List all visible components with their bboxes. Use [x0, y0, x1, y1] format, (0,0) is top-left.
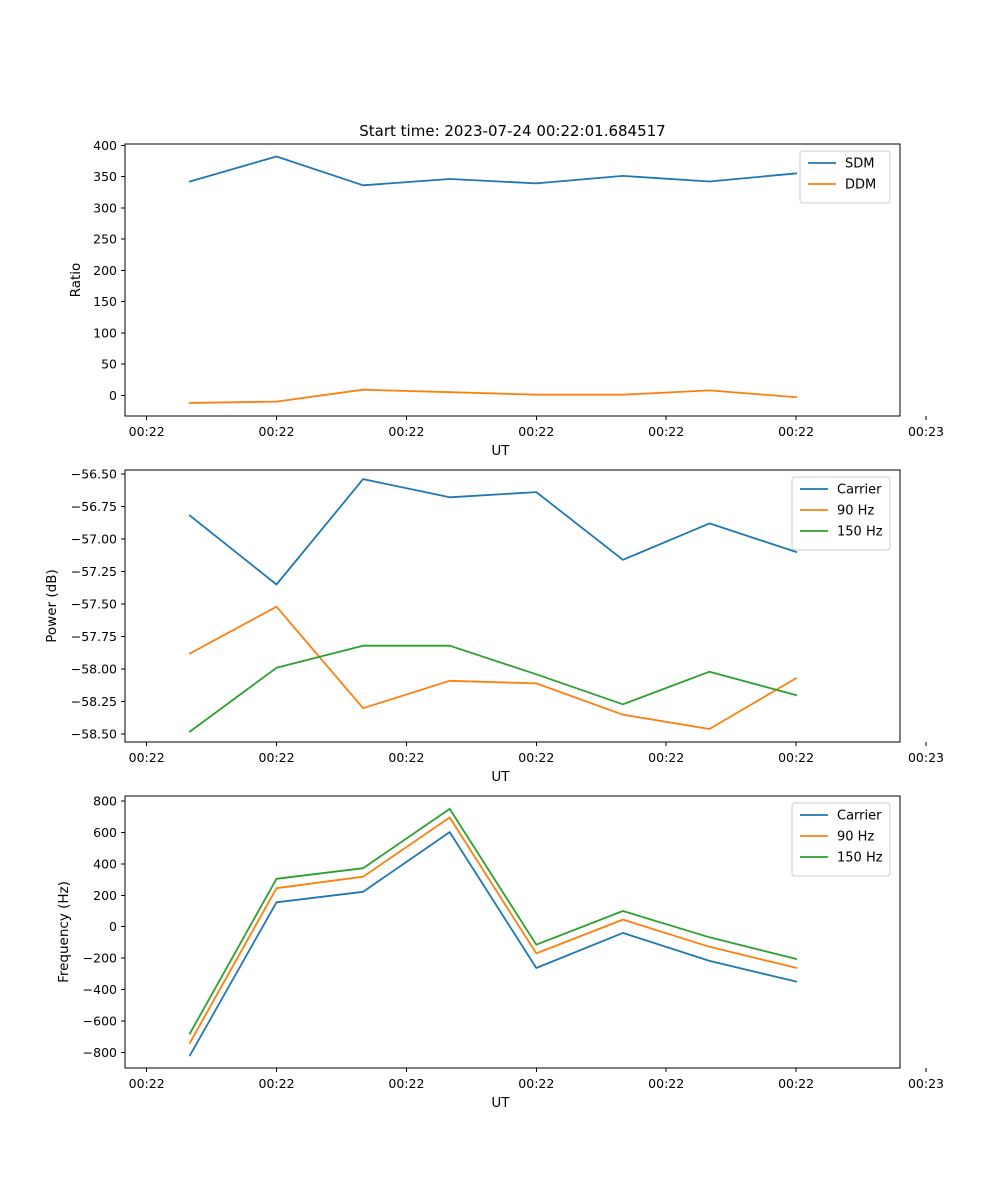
y-tick-label: −58.25 [71, 694, 117, 709]
y-tick-label: 400 [93, 856, 117, 871]
y-tick-label: −57.25 [71, 564, 117, 579]
x-tick-label: 00:22 [778, 424, 814, 439]
y-tick-label: 150 [93, 294, 117, 309]
y-tick-label: 100 [93, 325, 117, 340]
y-tick-label: −57.00 [71, 531, 117, 546]
y-tick-label: 200 [93, 263, 117, 278]
y-tick-label: −58.00 [71, 662, 117, 677]
x-axis-label: UT [491, 443, 510, 459]
legend-label: 90 Hz [837, 504, 874, 519]
series-line-90-hz [188, 816, 798, 1045]
x-tick-label: 00:22 [778, 1076, 814, 1091]
x-tick-label: 00:22 [388, 750, 424, 765]
x-axis-label: UT [491, 769, 510, 785]
series-line-150-hz [188, 808, 798, 1035]
legend-label: 150 Hz [837, 851, 883, 866]
y-tick-label: 250 [93, 232, 117, 247]
x-tick-label: 00:22 [259, 424, 295, 439]
x-tick-label: 00:23 [908, 1076, 944, 1091]
y-tick-label: −56.50 [71, 466, 117, 481]
plot-frame [124, 143, 901, 417]
subplot-1: Start time: 2023-07-24 00:22:01.684517 0 5… [68, 122, 944, 459]
x-tick-label: 00:22 [388, 1076, 424, 1091]
legend-box [799, 150, 891, 204]
y-tick-label: −57.50 [71, 597, 117, 612]
panels: Start time: 2023-07-24 00:22:01.684517 0 5… [44, 122, 944, 1111]
y-tick-label: 350 [93, 169, 117, 184]
x-tick-label: 00:22 [518, 750, 554, 765]
series-line-sdm [188, 155, 798, 187]
y-tick-label: 0 [109, 388, 117, 403]
legend-label: Carrier [837, 483, 882, 498]
legend: SDM DDM [799, 150, 891, 204]
legend: Carrier 90 Hz 150 Hz [791, 802, 891, 877]
x-tick-label: 00:22 [648, 750, 684, 765]
y-tick-label: −800 [83, 1045, 117, 1060]
subplot-2: −58.50 −58.25 −58.00 −57.75 −57.50 −57.25 −57.… [44, 466, 944, 785]
legend-label: Carrier [837, 809, 882, 824]
chart-title: Start time: 2023-07-24 00:22:01.684517 [359, 122, 665, 140]
x-tick-label: 00:22 [259, 750, 295, 765]
subplot-3: −800 −600 −400 −200 0 200 400 600 800 00:22 00:22 0… [56, 794, 944, 1111]
x-tick-label: 00:23 [908, 424, 944, 439]
x-tick-label: 00:23 [908, 750, 944, 765]
x-tick-label: 00:22 [129, 1076, 165, 1091]
legend-label: DDM [845, 178, 876, 193]
x-tick-label: 00:22 [388, 424, 424, 439]
y-tick-label: 200 [93, 888, 117, 903]
x-tick-label: 00:22 [518, 424, 554, 439]
legend-label: 90 Hz [837, 830, 874, 845]
y-tick-label: −600 [83, 1013, 117, 1028]
y-axis-label: Power (dB) [44, 569, 60, 642]
series-line-ddm [188, 388, 798, 404]
y-tick-label: 600 [93, 825, 117, 840]
y-axis-label: Ratio [68, 263, 84, 298]
legend-label: 150 Hz [837, 525, 883, 540]
series-line-150-hz [188, 644, 798, 733]
y-tick-label: −57.75 [71, 629, 117, 644]
series-line-90-hz [188, 605, 798, 730]
y-tick-label: 400 [93, 138, 117, 153]
y-tick-label: −200 [83, 951, 117, 966]
x-tick-label: 00:22 [518, 1076, 554, 1091]
x-axis-label: UT [491, 1095, 510, 1111]
y-tick-label: 800 [93, 794, 117, 809]
y-tick-label: −58.50 [71, 727, 117, 742]
y-tick-label: −400 [83, 982, 117, 997]
plot-frame [124, 469, 901, 743]
legend-label: SDM [845, 157, 874, 172]
x-tick-label: 00:22 [129, 750, 165, 765]
legend: Carrier 90 Hz 150 Hz [791, 476, 891, 551]
series-line-carrier [188, 478, 798, 586]
y-tick-label: 50 [101, 357, 117, 372]
y-tick-label: 300 [93, 200, 117, 215]
x-tick-label: 00:22 [778, 750, 814, 765]
x-tick-label: 00:22 [648, 424, 684, 439]
x-tick-label: 00:22 [259, 1076, 295, 1091]
x-tick-label: 00:22 [648, 1076, 684, 1091]
series-line-carrier [188, 831, 798, 1057]
y-axis-label: Frequency (Hz) [56, 881, 72, 983]
y-tick-label: −56.75 [71, 499, 117, 514]
plot-frame [124, 795, 901, 1069]
y-tick-label: 0 [109, 919, 117, 934]
x-tick-label: 00:22 [129, 424, 165, 439]
